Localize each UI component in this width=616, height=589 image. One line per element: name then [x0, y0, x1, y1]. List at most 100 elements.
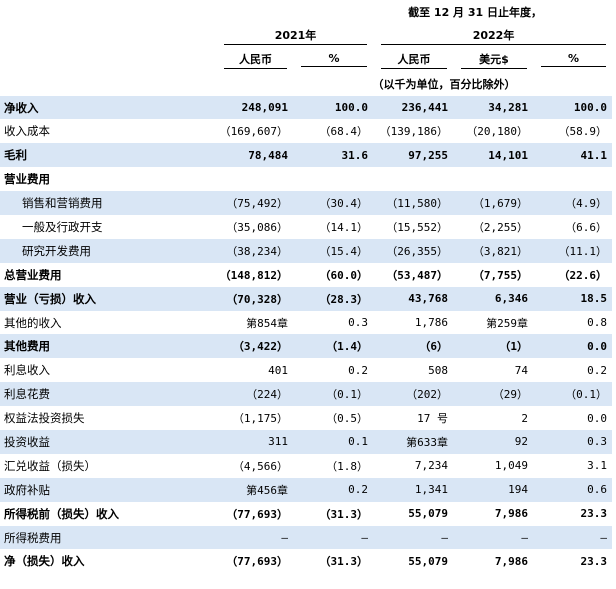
col-rmb-2021: 人民币 [224, 51, 287, 69]
row-value: （70,328） [216, 286, 293, 311]
row-value: （38,234） [216, 238, 293, 263]
row-value: 1,049 [494, 459, 528, 473]
row-label: 利息收入 [4, 363, 50, 378]
row-value: — [373, 525, 453, 550]
row-value: 7,986 [494, 554, 528, 568]
row-value: （22.6） [558, 268, 608, 282]
row-value: （1,679） [453, 191, 533, 216]
row-value: 41.1 [533, 143, 613, 168]
row-value: （77,693） [226, 507, 288, 521]
table-row: 政府补贴 第456章 0.2 1,341 194 0.6 [0, 477, 613, 502]
row-value: 74 [514, 363, 528, 377]
row-value: 194 [453, 477, 533, 502]
row-value: （53,487） [386, 268, 448, 282]
header-currency-row: 人民币 % 人民币 美元$ % [0, 48, 612, 72]
year-2021-label: 2021年 [224, 27, 367, 45]
row-label: 销售和营销费用 [0, 191, 216, 216]
row-value: 0.1 [293, 430, 373, 454]
row-value [293, 167, 373, 191]
row-label: 收入成本 [4, 124, 50, 139]
table-row: 所得税前（损失）收入 （77,693） （31.3） 55,079 7,986 23.3 [0, 502, 612, 526]
row-value: （1.4） [293, 334, 373, 359]
row-value: （2,255） [472, 220, 528, 234]
row-value: 1,341 [373, 477, 453, 502]
row-value: （35,086） [226, 220, 288, 234]
row-value: （15.4） [293, 238, 373, 263]
row-label: 毛利 [0, 143, 216, 168]
table-row: 所得税费用 — — — — — [0, 525, 613, 550]
row-value: （6） [373, 334, 453, 359]
row-label: 所得税前（损失）收入 [4, 506, 119, 521]
header-year-row: 2021年 2022年 [0, 24, 612, 48]
row-value: 236,441 [373, 95, 453, 120]
row-value: 55,079 [408, 507, 448, 521]
table-row: 利息收入 401 0.2 508 74 0.2 [0, 358, 612, 382]
row-value: （20,180） [466, 125, 528, 139]
row-label: 其他的收入 [4, 315, 62, 330]
table-row: 净收入 248,091 100.0 236,441 34,281 100.0 [0, 95, 613, 120]
row-label: 所得税费用 [0, 525, 216, 550]
row-value: 23.3 [580, 507, 608, 521]
period-title: 截至 12 月 31 日止年度， [408, 5, 543, 19]
table-body: 净收入 248,091 100.0 236,441 34,281 100.0 收入成本 （16… [0, 95, 613, 574]
table-row: 汇兑收益（损失） （4,566） （1.8） 7,234 1,049 3.1 [0, 454, 612, 478]
row-value [533, 167, 612, 191]
table-row: 营业（亏损）收入 （70,328） （28.3） 43,768 6,346 18.5 [0, 286, 613, 311]
table-row: 其他费用 （3,422） （1.4） （6） （1） 0.0 [0, 334, 613, 359]
row-value: 0.3 [348, 316, 368, 330]
row-value: 55,079 [408, 554, 448, 568]
row-value: 7,986 [494, 507, 528, 521]
table-row: 总营业费用 （148,812） （60.0） （53,487） （7,755） （22.6… [0, 263, 612, 287]
row-value: （3,821） [453, 238, 533, 263]
row-value: 401 [268, 363, 288, 377]
row-value: 第854章 [246, 316, 288, 330]
row-value: — [216, 525, 293, 550]
row-value: 100.0 [293, 95, 373, 120]
header-unit-row: （以千为单位，百分比除外） [0, 72, 612, 96]
row-value: （26,355） [373, 238, 453, 263]
row-value: （60.0） [319, 268, 369, 282]
row-value [373, 167, 453, 191]
row-value: — [293, 525, 373, 550]
table-row: 毛利 78,484 31.6 97,255 14,101 41.1 [0, 143, 613, 168]
row-value: 43,768 [373, 286, 453, 311]
col-pct-2022: % [541, 52, 607, 68]
row-value: 0.2 [348, 363, 368, 377]
row-value: 17 号 [417, 412, 448, 426]
row-value: 14,101 [453, 143, 533, 168]
row-value: 第456章 [216, 477, 293, 502]
row-value: （148,812） [219, 268, 288, 282]
row-label: 营业费用 [4, 172, 50, 187]
row-value: （31.3） [319, 507, 369, 521]
row-label: 一般及行政开支 [22, 219, 103, 234]
row-value: 0.8 [587, 316, 608, 330]
col-usd-2022: 美元$ [461, 51, 527, 69]
row-value: 3.1 [587, 459, 608, 473]
table-row: 其他的收入 第854章 0.3 1,786 第259章 0.8 [0, 311, 612, 335]
row-value: 31.6 [293, 143, 373, 168]
row-value: 2 [521, 411, 528, 425]
row-value: 0.0 [533, 334, 613, 359]
row-value: （15,552） [386, 220, 448, 234]
table-row: 权益法投资损失 （1,175） （0.5） 17 号 2 0.0 [0, 406, 612, 430]
table-row: 利息花费 （224） （0.1） （202） （29） （0.1） [0, 382, 613, 407]
row-value: （30.4） [293, 191, 373, 216]
table-row: 一般及行政开支 （35,086） （14.1） （15,552） （2,255） （6.6… [0, 215, 612, 239]
row-value: 248,091 [216, 95, 293, 120]
row-value: 0.2 [293, 477, 373, 502]
row-label: 政府补贴 [0, 477, 216, 502]
row-value: （31.3） [319, 555, 369, 569]
row-value: 第259章 [486, 316, 528, 330]
table-row: 营业费用 [0, 167, 612, 191]
row-value: （139,186） [379, 125, 448, 139]
row-value: （58.9） [558, 125, 608, 139]
row-value: （11.1） [533, 238, 613, 263]
year-2022-label: 2022年 [381, 27, 607, 45]
row-value: （75,492） [216, 191, 293, 216]
row-value: （224） [216, 382, 293, 407]
row-label: 净（损失）收入 [4, 554, 85, 569]
row-value: 34,281 [453, 95, 533, 120]
row-value: （1.8） [326, 459, 368, 473]
table-row: 收入成本 （169,607） （68.4） （139,186） （20,180） （58.… [0, 119, 612, 143]
row-value: 508 [428, 363, 448, 377]
